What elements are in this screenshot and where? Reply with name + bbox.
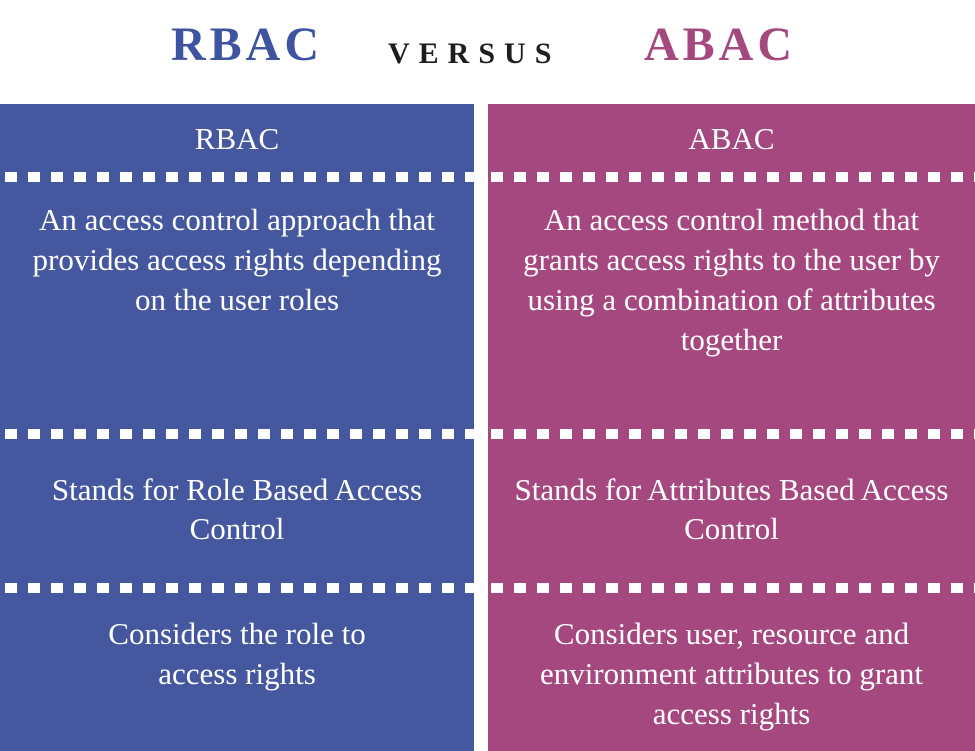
abac-stands-for: Stands for Attributes Based Access Contr…	[514, 472, 949, 546]
rbac-stands-for: Stands for Role Based Access Control	[51, 472, 423, 546]
dotted-divider	[0, 429, 474, 439]
abac-column-heading: ABAC	[688, 121, 775, 156]
abac-definition: An access control method that grants acc…	[523, 202, 940, 357]
header-title-abac: ABAC	[644, 18, 797, 71]
dotted-divider	[488, 583, 975, 593]
dotted-divider	[0, 172, 474, 182]
dotted-divider	[488, 429, 975, 439]
rbac-definition: An access control approach that provides…	[32, 202, 442, 317]
abac-column: ABAC An access control method that grant…	[488, 104, 975, 751]
dotted-divider	[0, 583, 474, 593]
rbac-considers: Considers the role to access rights	[108, 616, 366, 691]
header-title-rbac: RBAC	[171, 18, 324, 71]
dotted-divider	[488, 172, 975, 182]
abac-considers: Considers user, resource and environment…	[539, 616, 924, 731]
rbac-column-heading: RBAC	[194, 121, 280, 156]
rbac-column: RBAC An access control approach that pro…	[0, 104, 474, 751]
header-versus: VERSUS	[388, 37, 561, 70]
header: RBAC VERSUS ABAC	[0, 0, 975, 96]
